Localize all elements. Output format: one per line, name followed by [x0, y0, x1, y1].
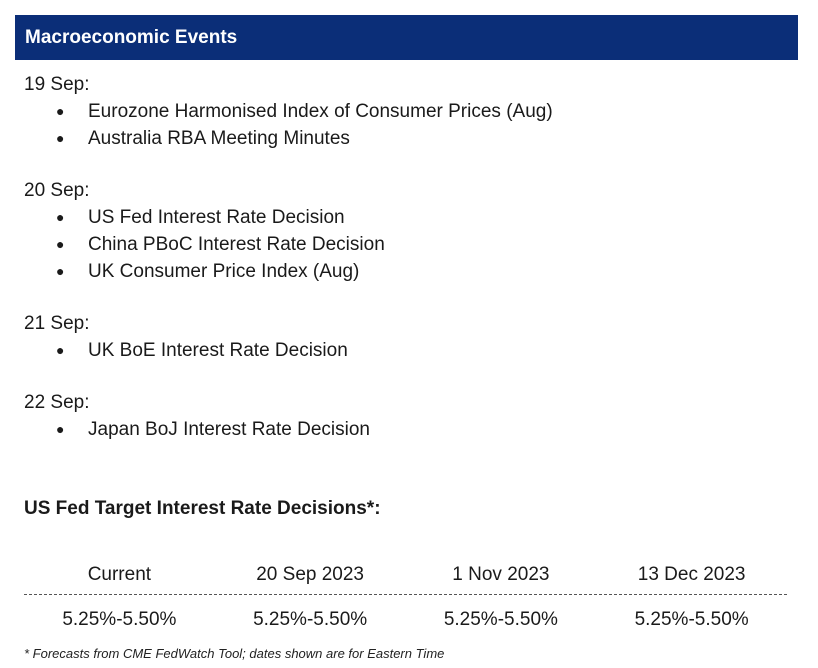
rate-value: 5.25%-5.50%: [634, 609, 749, 630]
event-item: ● UK Consumer Price Index (Aug): [24, 258, 784, 285]
event-label: Eurozone Harmonised Index of Consumer Pr…: [88, 101, 553, 122]
event-group-19-sep: 19 Sep: ● Eurozone Harmonised Index of C…: [24, 72, 784, 152]
event-date: 19 Sep:: [24, 74, 90, 95]
event-label: US Fed Interest Rate Decision: [88, 207, 345, 228]
table-header-row: Current 20 Sep 2023 1 Nov 2023 13 Dec 20…: [24, 560, 787, 595]
fed-rates-table: Current 20 Sep 2023 1 Nov 2023 13 Dec 20…: [24, 560, 787, 635]
event-label: UK BoE Interest Rate Decision: [88, 340, 348, 361]
event-label: Japan BoJ Interest Rate Decision: [88, 419, 370, 440]
rate-value: 5.25%-5.50%: [253, 609, 368, 630]
event-item: ● US Fed Interest Rate Decision: [24, 204, 784, 231]
rate-value: 5.25%-5.50%: [443, 609, 558, 630]
event-group-22-sep: 22 Sep: ● Japan BoJ Interest Rate Decisi…: [24, 390, 784, 443]
fed-rates-title: US Fed Target Interest Rate Decisions*:: [24, 498, 381, 519]
event-item: ● China PBoC Interest Rate Decision: [24, 231, 784, 258]
bullet-icon: ●: [56, 236, 65, 252]
event-item: ● Eurozone Harmonised Index of Consumer …: [24, 98, 784, 125]
event-label: China PBoC Interest Rate Decision: [88, 234, 385, 255]
bullet-icon: ●: [56, 103, 65, 119]
bullet-icon: ●: [56, 263, 65, 279]
footnote: * Forecasts from CME FedWatch Tool; date…: [24, 646, 445, 661]
bullet-icon: ●: [56, 209, 65, 225]
event-date: 20 Sep:: [24, 180, 90, 201]
event-item: ● UK BoE Interest Rate Decision: [24, 337, 784, 364]
column-header: Current: [87, 564, 152, 585]
event-label: Australia RBA Meeting Minutes: [88, 128, 350, 149]
rate-value: 5.25%-5.50%: [62, 609, 177, 630]
bullet-icon: ●: [56, 421, 65, 437]
events-list: 19 Sep: ● Eurozone Harmonised Index of C…: [24, 72, 784, 469]
event-date: 22 Sep:: [24, 392, 90, 413]
event-group-21-sep: 21 Sep: ● UK BoE Interest Rate Decision: [24, 311, 784, 364]
event-label: UK Consumer Price Index (Aug): [88, 261, 360, 282]
section-title: Macroeconomic Events: [25, 26, 238, 48]
column-header: 1 Nov 2023: [452, 564, 550, 585]
event-group-20-sep: 20 Sep: ● US Fed Interest Rate Decision …: [24, 178, 784, 285]
event-item: ● Japan BoJ Interest Rate Decision: [24, 416, 784, 443]
event-item: ● Australia RBA Meeting Minutes: [24, 125, 784, 152]
section-header: Macroeconomic Events: [15, 15, 798, 60]
bullet-icon: ●: [56, 342, 65, 358]
column-header: 13 Dec 2023: [637, 564, 746, 585]
event-date: 21 Sep:: [24, 313, 90, 334]
column-header: 20 Sep 2023: [256, 564, 364, 585]
table-row: 5.25%-5.50% 5.25%-5.50% 5.25%-5.50% 5.25…: [24, 595, 787, 635]
bullet-icon: ●: [56, 130, 65, 146]
